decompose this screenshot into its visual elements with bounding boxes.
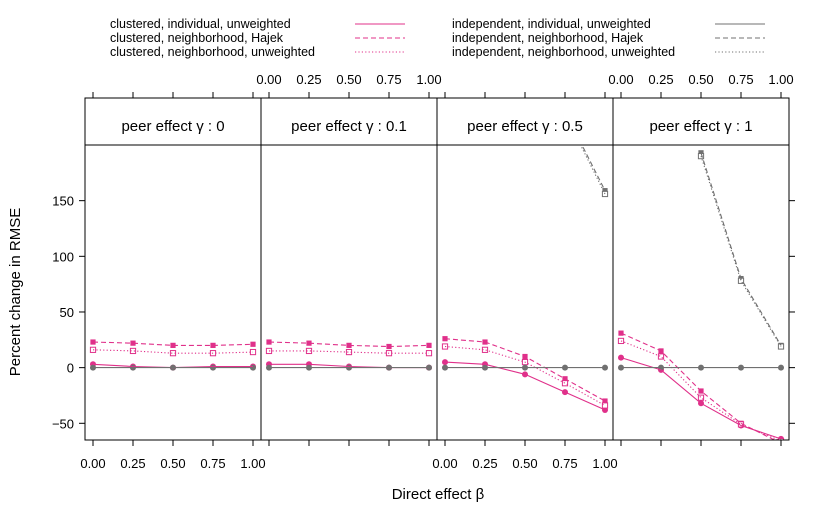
data-point bbox=[250, 341, 256, 347]
data-point bbox=[426, 342, 432, 348]
data-point bbox=[442, 359, 448, 366]
panels: peer effect γ : 0 peer effect γ : 0.1 peer… bbox=[84, 97, 790, 441]
series-line bbox=[620, 332, 776, 440]
legend-label: independent, individual, unweighted bbox=[452, 17, 651, 31]
series-line bbox=[444, 338, 606, 402]
legend-label: independent, neighborhood, unweighted bbox=[452, 45, 675, 59]
top-x-tick-label: 0.00 bbox=[608, 72, 633, 87]
data-point bbox=[698, 150, 704, 156]
data-point bbox=[602, 188, 608, 194]
x-tick-label: 0.75 bbox=[200, 456, 225, 471]
y-axis-label: Percent change in RMSE bbox=[7, 208, 24, 376]
panel-border bbox=[436, 144, 614, 441]
top-x-axis: 0.00 0.25 0.50 0.75 1.00 0.00 0.25 0.50 0.75 1.00 bbox=[92, 72, 794, 98]
data-point bbox=[601, 402, 609, 409]
y-tick-label: −50 bbox=[52, 416, 74, 431]
series-line bbox=[444, 361, 606, 411]
bottom-x-axis: 0.00 0.25 0.50 0.75 1.00 0.00 0.25 0.50 0.75 1.00 bbox=[80, 440, 782, 471]
x-tick-label: 0.00 bbox=[80, 456, 105, 471]
panel-title: peer effect γ : 0.5 bbox=[467, 118, 583, 135]
top-x-tick-label: 0.50 bbox=[688, 72, 713, 87]
data-point bbox=[442, 336, 448, 342]
top-x-tick-label: 0.00 bbox=[256, 72, 281, 87]
data-point bbox=[602, 398, 608, 404]
top-x-tick-label: 0.50 bbox=[336, 72, 361, 87]
top-x-tick-label: 0.75 bbox=[728, 72, 753, 87]
series-line bbox=[92, 349, 254, 354]
y-tick-label: 150 bbox=[52, 194, 74, 209]
data-point bbox=[657, 353, 665, 360]
panel: peer effect γ : 1 bbox=[612, 97, 790, 441]
panel-title: peer effect γ : 1 bbox=[649, 118, 752, 135]
y-tick-label: 50 bbox=[60, 305, 74, 320]
legend: clustered, individual, unweightedcluster… bbox=[110, 17, 765, 59]
top-x-tick-label: 1.00 bbox=[416, 72, 441, 87]
top-x-tick-label: 1.00 bbox=[768, 72, 793, 87]
y-tick-label: 0 bbox=[67, 361, 74, 376]
panel-markers bbox=[617, 150, 785, 440]
x-tick-label: 0.75 bbox=[552, 456, 577, 471]
x-tick-label: 0.50 bbox=[160, 456, 185, 471]
panel-title: peer effect γ : 0.1 bbox=[291, 118, 407, 135]
data-point bbox=[441, 343, 449, 350]
series-line bbox=[269, 350, 429, 354]
legend-label: clustered, individual, unweighted bbox=[110, 17, 291, 31]
x-tick-label: 1.00 bbox=[592, 456, 617, 471]
panel: peer effect γ : 0.1 bbox=[260, 97, 438, 441]
panel: peer effect γ : 0 bbox=[84, 97, 262, 441]
panel-border bbox=[260, 144, 438, 441]
y-axis: −50 0 50 100 150 bbox=[52, 194, 85, 431]
top-x-tick-label: 0.25 bbox=[648, 72, 673, 87]
legend-label: clustered, neighborhood, Hajek bbox=[110, 31, 284, 45]
series-line bbox=[620, 357, 782, 440]
data-point bbox=[601, 190, 609, 198]
series-line bbox=[444, 345, 606, 406]
panel-border bbox=[84, 144, 262, 441]
panel-plot-area bbox=[441, 145, 609, 413]
x-tick-label: 0.25 bbox=[120, 456, 145, 471]
panel-plot-area bbox=[265, 339, 433, 371]
legend-label: clustered, neighborhood, unweighted bbox=[110, 45, 315, 59]
series-line bbox=[581, 145, 606, 191]
series-line bbox=[92, 341, 254, 346]
x-tick-label: 0.25 bbox=[472, 456, 497, 471]
series-line bbox=[579, 145, 606, 195]
x-tick-label: 1.00 bbox=[240, 456, 265, 471]
data-point bbox=[249, 348, 257, 356]
data-point bbox=[697, 394, 705, 401]
panel-plot-area bbox=[89, 339, 257, 371]
series-line bbox=[700, 152, 782, 346]
panel-title: peer effect γ : 0 bbox=[121, 118, 224, 135]
panel-strip bbox=[436, 97, 614, 146]
panel: peer effect γ : 0.5 bbox=[436, 97, 614, 441]
panel-plot-area bbox=[617, 150, 785, 440]
legend-label: independent, neighborhood, Hajek bbox=[452, 31, 644, 45]
panel-strip bbox=[612, 97, 790, 146]
series-line bbox=[700, 155, 782, 347]
top-x-tick-label: 0.75 bbox=[376, 72, 401, 87]
x-tick-label: 0.50 bbox=[512, 456, 537, 471]
series-line bbox=[268, 341, 430, 348]
x-tick-label: 0.00 bbox=[432, 456, 457, 471]
y-tick-label: 100 bbox=[52, 249, 74, 264]
x-axis-label: Direct effect β bbox=[392, 486, 485, 503]
data-point bbox=[561, 380, 569, 387]
panel-strip bbox=[260, 97, 438, 146]
right-y-axis bbox=[789, 200, 795, 424]
top-x-tick-label: 0.25 bbox=[296, 72, 321, 87]
